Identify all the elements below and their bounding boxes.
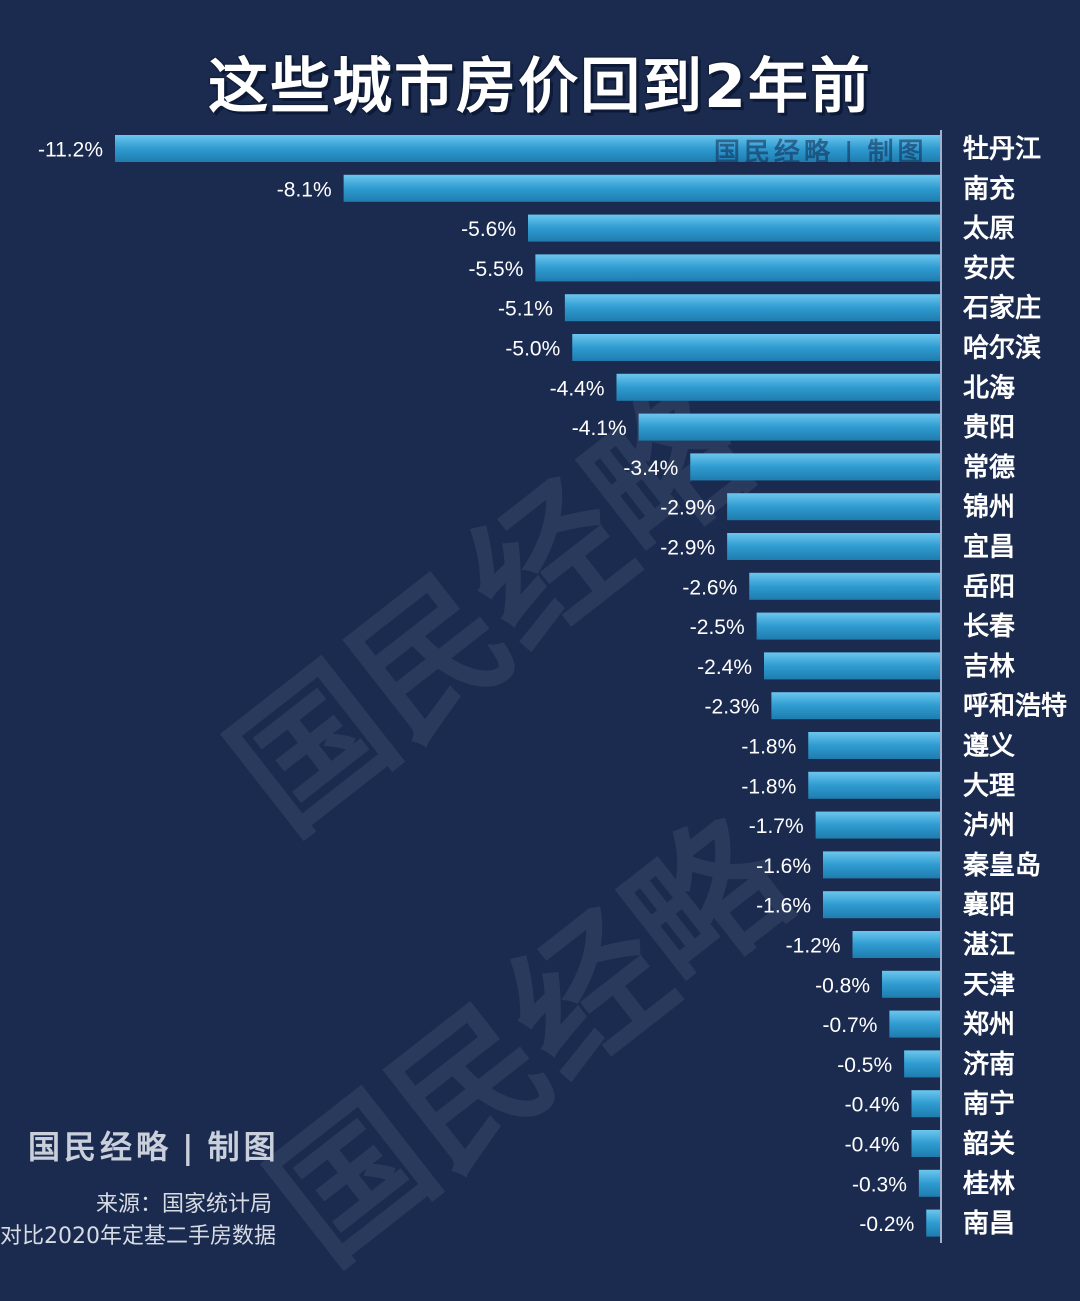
bar-26 [918,1169,941,1197]
bar-3 [535,254,941,282]
bar-12 [756,612,941,640]
category-label-25: 韶关 [963,1129,1015,1160]
bar-20 [852,931,941,958]
value-label-17: -1.7% [749,815,804,838]
bar-2 [528,214,941,242]
bar-8 [690,453,941,481]
category-label-1: 南充 [963,173,1015,204]
category-label-26: 桂林 [963,1169,1015,1199]
value-label-27: -0.2% [859,1213,914,1236]
value-label-7: -4.1% [572,417,627,440]
bar-13 [764,652,941,680]
bar-27 [926,1209,941,1237]
bar-10 [727,533,941,560]
value-label-2: -5.6% [461,218,516,241]
value-label-5: -5.0% [505,338,560,361]
bar-23 [904,1050,941,1078]
data-note: 对比2020年定基二手房数据 [0,1224,276,1249]
category-label-15: 遵义 [963,731,1015,762]
value-label-12: -2.5% [690,616,745,639]
value-label-23: -0.5% [837,1054,892,1077]
value-label-20: -1.2% [786,935,841,958]
value-label-24: -0.4% [845,1094,900,1117]
value-label-11: -2.6% [682,576,737,599]
category-label-0: 牡丹江 [963,135,1041,165]
brand-logo-separator: | [182,1128,198,1166]
value-label-21: -0.8% [815,974,870,997]
category-label-11: 岳阳 [963,572,1015,602]
bar-4 [564,294,941,322]
bar-22 [889,1010,941,1038]
value-label-14: -2.3% [705,696,760,719]
brand-watermark-bar: 国民经略 | 制图 [714,132,928,169]
bar-16 [808,771,941,799]
category-label-22: 郑州 [963,1010,1015,1040]
category-label-7: 贵阳 [963,413,1015,443]
value-label-18: -1.6% [756,855,811,878]
bar-6 [616,373,941,401]
category-label-2: 太原 [963,214,1015,244]
bar-0 [115,135,941,162]
category-label-18: 秦皇岛 [962,850,1041,881]
brand-separator: | [844,138,858,168]
value-label-4: -5.1% [498,298,553,321]
value-label-19: -1.6% [756,895,811,918]
category-label-14: 呼和浩特 [963,691,1067,722]
bar-chart: -11.2% 牡丹江 -8.1% 南充 -5.6% 太原 -5.5% 安庆 -5.1% 石家庄 -5… [38,130,1067,1243]
category-label-10: 宜昌 [963,532,1015,563]
value-label-1: -8.1% [277,178,332,201]
bar-1 [343,174,941,202]
bar-18 [823,851,941,879]
bar-9 [727,493,941,521]
brand-logo-tag: 制图 [207,1128,280,1166]
category-label-21: 天津 [963,970,1015,1000]
category-label-24: 南宁 [963,1089,1015,1120]
bar-17 [815,811,941,839]
brand-tag: 制图 [867,138,928,168]
value-label-22: -0.7% [823,1014,878,1037]
chart-title: 这些城市房价回到2年前 [208,52,872,122]
source-note: 来源：国家统计局 [95,1192,272,1217]
bar-15 [808,732,941,759]
category-label-3: 安庆 [963,253,1015,284]
value-label-9: -2.9% [660,497,715,520]
bar-14 [771,692,941,720]
category-label-6: 北海 [963,373,1015,403]
category-label-16: 大理 [963,771,1015,801]
value-label-0: -11.2% [38,139,103,162]
value-label-16: -1.8% [741,775,796,798]
value-label-6: -4.4% [550,377,605,400]
bar-7 [638,413,941,441]
bar-5 [572,334,941,361]
category-label-4: 石家庄 [962,293,1041,324]
bar-21 [882,970,941,998]
category-label-23: 济南 [963,1050,1015,1080]
brand-name: 国民经略 [714,138,835,168]
value-label-8: -3.4% [623,457,678,480]
value-label-25: -0.4% [845,1134,900,1157]
bar-11 [749,572,941,600]
value-label-15: -1.8% [741,736,796,759]
bar-24 [911,1090,941,1118]
bar-25 [911,1130,941,1157]
brand-logo-name: 国民经略 [28,1128,173,1166]
category-label-9: 锦州 [963,492,1015,523]
category-label-20: 湛江 [963,931,1015,961]
value-label-3: -5.5% [469,258,524,281]
bar-19 [823,891,941,919]
category-label-5: 哈尔滨 [963,333,1041,364]
category-label-27: 南昌 [963,1209,1015,1239]
category-label-8: 常德 [963,453,1015,483]
category-label-13: 吉林 [963,652,1015,682]
value-label-26: -0.3% [852,1173,907,1196]
category-label-19: 襄阳 [962,890,1015,921]
category-label-12: 长春 [963,612,1015,642]
value-label-10: -2.9% [660,537,715,560]
category-label-17: 泸州 [963,811,1015,841]
value-label-13: -2.4% [697,656,752,679]
brand-logo: 国民经略 | 制图 [28,1122,280,1168]
